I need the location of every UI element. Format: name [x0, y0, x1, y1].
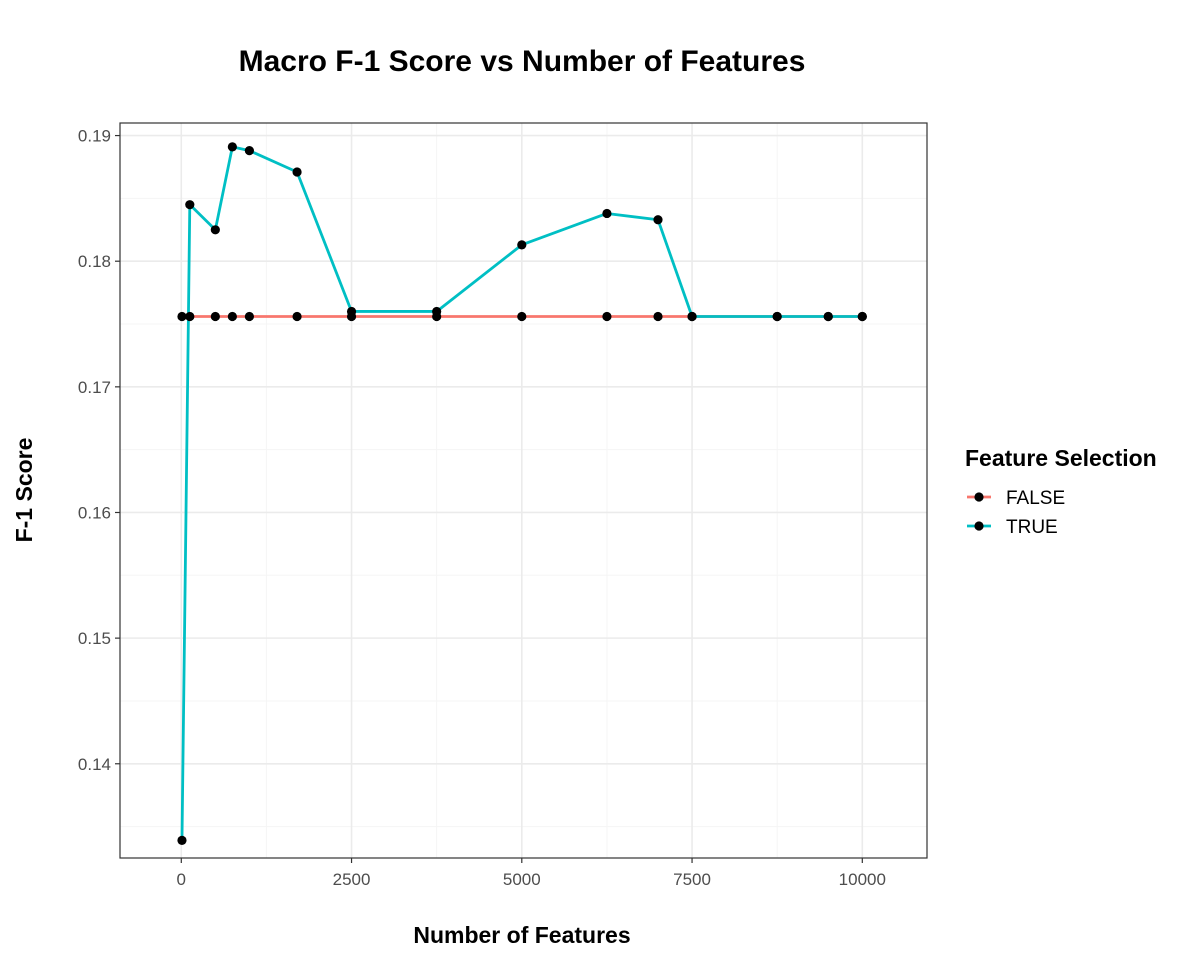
- y-tick-label: 0.16: [78, 503, 111, 522]
- data-point-false: [292, 311, 302, 322]
- data-point-true: [177, 835, 187, 846]
- legend-label: FALSE: [1006, 488, 1065, 509]
- panel-border: [119, 122, 928, 859]
- legend-key-point: [974, 521, 984, 531]
- legend: Feature Selection FALSE TRUE: [965, 445, 1157, 538]
- data-point-true: [687, 311, 697, 322]
- legend-items: FALSE TRUE: [967, 488, 1065, 538]
- y-tick-label: 0.18: [78, 252, 111, 271]
- series-layer: [177, 142, 867, 846]
- x-axis-title: Number of Features: [413, 922, 630, 948]
- legend-key-point: [974, 492, 984, 502]
- data-point-true: [244, 146, 254, 156]
- data-point-false: [517, 311, 527, 322]
- data-point-true: [227, 142, 237, 152]
- data-point-true: [432, 306, 442, 317]
- data-point-false: [227, 311, 237, 322]
- x-tick-label: 2500: [333, 870, 371, 889]
- data-point-true: [857, 311, 867, 322]
- y-tick-label: 0.15: [78, 629, 111, 648]
- data-point-false: [244, 311, 254, 322]
- data-point-false: [653, 311, 663, 322]
- x-tick-label: 0: [177, 870, 186, 889]
- grid: [120, 123, 927, 858]
- data-point-true: [346, 306, 357, 317]
- data-point-true: [210, 225, 220, 235]
- y-tick-label: 0.19: [78, 127, 111, 146]
- data-point-true: [185, 200, 195, 210]
- legend-label: TRUE: [1006, 517, 1058, 538]
- data-point-false: [602, 311, 612, 322]
- data-point-false: [210, 311, 220, 322]
- x-tick-label: 7500: [673, 870, 711, 889]
- data-point-true: [517, 240, 527, 250]
- data-point-true: [602, 208, 612, 219]
- data-point-true: [823, 311, 833, 322]
- x-axis: 0 2500 5000 7500 10000: [177, 858, 886, 889]
- data-point-false: [185, 311, 195, 322]
- x-tick-label: 5000: [503, 870, 541, 889]
- data-point-true: [653, 215, 663, 225]
- data-point-true: [772, 311, 782, 322]
- y-axis-title: F-1 Score: [11, 438, 37, 543]
- x-tick-label: 10000: [839, 870, 886, 889]
- data-point-false: [177, 311, 187, 322]
- y-tick-label: 0.17: [78, 378, 111, 397]
- chart-title: Macro F-1 Score vs Number of Features: [239, 45, 806, 78]
- legend-title: Feature Selection: [965, 445, 1157, 471]
- y-axis: 0.14 0.15 0.16 0.17 0.18 0.19: [78, 127, 120, 774]
- y-tick-label: 0.14: [78, 755, 111, 774]
- data-point-true: [292, 167, 302, 177]
